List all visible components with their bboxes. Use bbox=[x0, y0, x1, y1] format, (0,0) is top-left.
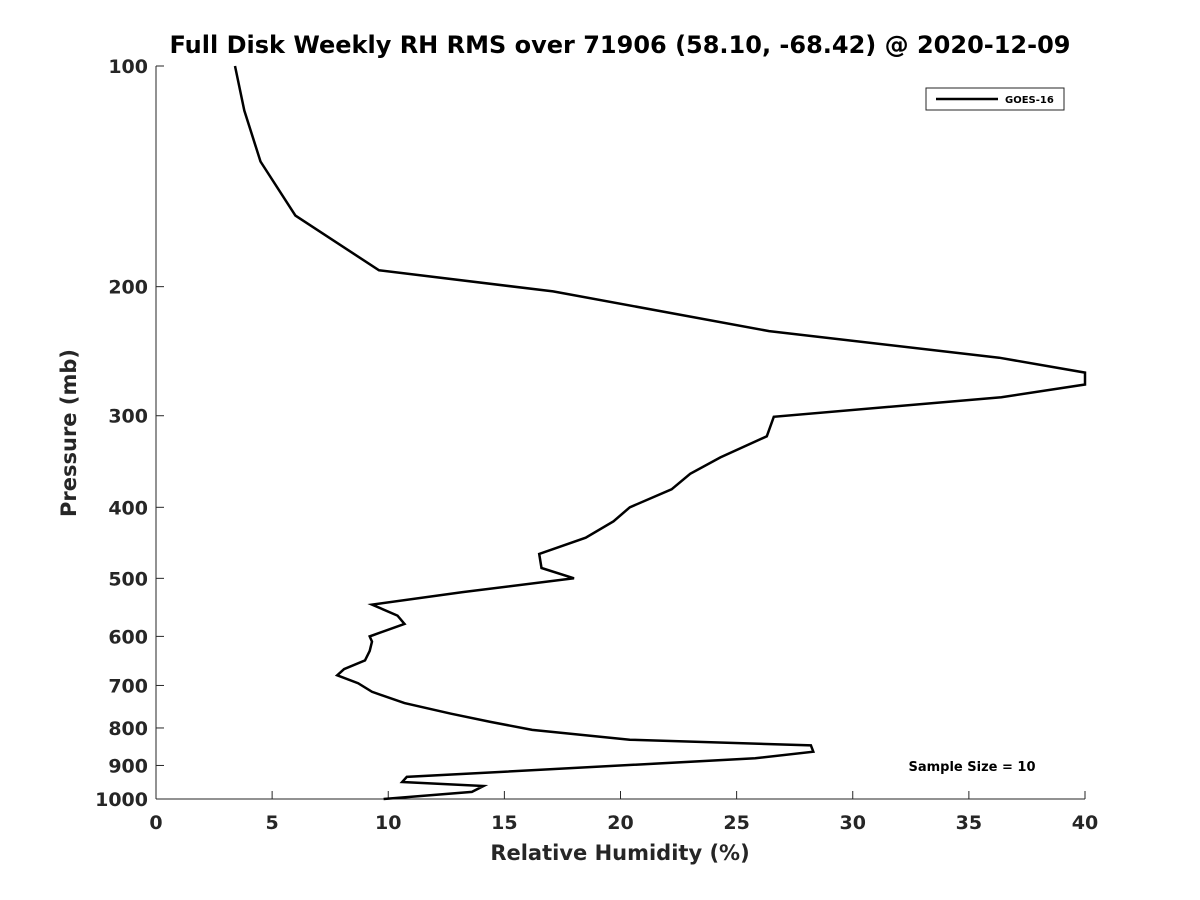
y-axis-label: Pressure (mb) bbox=[57, 349, 81, 517]
x-axis-ticks: 0 5 10 15 20 25 30 35 40 bbox=[149, 791, 1098, 834]
y-tick-label: 500 bbox=[108, 568, 148, 590]
x-tick-label: 20 bbox=[607, 812, 633, 834]
x-tick-label: 25 bbox=[723, 812, 749, 834]
y-tick-label: 300 bbox=[108, 406, 148, 428]
x-tick-label: 40 bbox=[1072, 812, 1098, 834]
x-tick-label: 30 bbox=[840, 812, 866, 834]
legend: GOES-16 bbox=[925, 87, 1065, 111]
y-tick-label: 1000 bbox=[95, 789, 148, 811]
plot-background bbox=[156, 66, 1085, 799]
x-tick-label: 35 bbox=[956, 812, 982, 834]
y-tick-label: 200 bbox=[108, 277, 148, 299]
x-tick-label: 10 bbox=[375, 812, 401, 834]
x-axis-label: Relative Humidity (%) bbox=[490, 841, 749, 865]
x-tick-label: 5 bbox=[266, 812, 279, 834]
y-tick-label: 600 bbox=[108, 626, 148, 648]
series-layer bbox=[233, 65, 1087, 801]
y-tick-label: 100 bbox=[108, 56, 148, 78]
sample-size-annotation: Sample Size = 10 bbox=[908, 760, 1035, 775]
chart-title: Full Disk Weekly RH RMS over 71906 (58.1… bbox=[169, 31, 1070, 59]
legend-label-goes-16: GOES-16 bbox=[1005, 95, 1054, 106]
y-axis-ticks: 100 200 300 400 500 600 700 800 900 1000 bbox=[95, 56, 164, 811]
series-line-goes-16 bbox=[233, 65, 1087, 801]
y-tick-label: 900 bbox=[108, 755, 148, 777]
x-tick-label: 0 bbox=[149, 812, 162, 834]
y-tick-label: 800 bbox=[108, 718, 148, 740]
y-tick-label: 400 bbox=[108, 497, 148, 519]
plot-area bbox=[155, 66, 1085, 800]
y-tick-label: 700 bbox=[108, 675, 148, 697]
x-tick-label: 15 bbox=[491, 812, 517, 834]
